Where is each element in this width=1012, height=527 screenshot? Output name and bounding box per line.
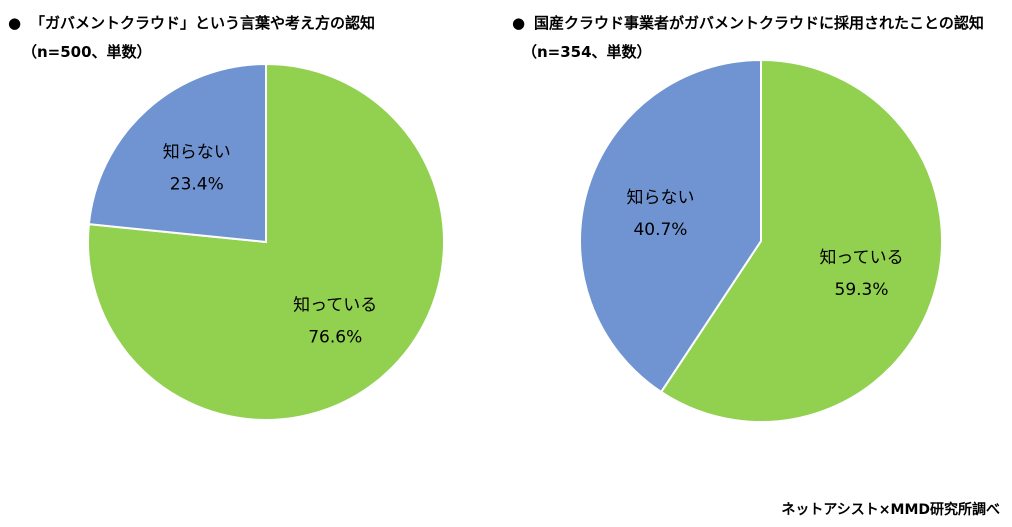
pie-1-slice-0-value: 76.6%: [308, 328, 362, 348]
pie-2-slice-1-label: 知らない: [626, 188, 694, 208]
pie-2-slice-0: [659, 58, 943, 423]
chart-1-subtitle: （n=500、単数）: [22, 43, 152, 61]
chart-2-title: 国産クラウド事業者がガバメントクラウドに採用されたことの認知: [534, 14, 984, 32]
pie-1-slice-1-value: 23.4%: [170, 174, 224, 194]
pie-2-slice-1: [579, 58, 762, 394]
pie-1-slice-1: [87, 62, 267, 244]
pie-2-slice-0-label: 知っている: [819, 248, 903, 268]
pie-2-slice-0-value: 59.3%: [835, 280, 889, 300]
chart-1-title: 「ガバメントクラウド」という言葉や考え方の認知: [30, 14, 376, 32]
pie-2-slice-1-value: 40.7%: [633, 220, 687, 240]
bullet-icon: ●: [512, 14, 526, 32]
chart-2-title-row: ● 国産クラウド事業者がガバメントクラウドに採用されたことの認知: [512, 12, 984, 34]
chart-1-title-row: ● 「ガバメントクラウド」という言葉や考え方の認知: [8, 12, 375, 34]
source-credit: ネットアシスト×MMD研究所調べ: [781, 502, 1000, 518]
bullet-icon: ●: [8, 14, 22, 32]
pie-1-slice-1-label: 知らない: [163, 142, 231, 162]
chart-2-subtitle: （n=354、単数）: [522, 43, 652, 61]
pie-1-slice-0-label: 知っている: [293, 296, 377, 316]
pie-1-slice-0: [87, 62, 445, 421]
